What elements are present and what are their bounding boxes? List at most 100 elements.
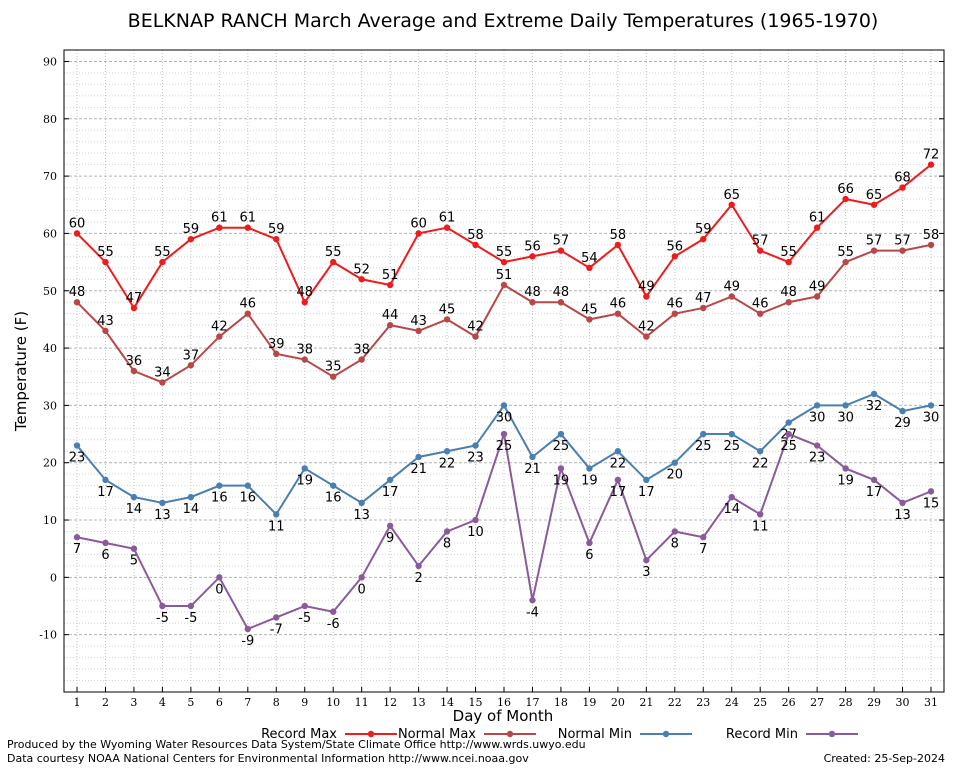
x-tick-label: 12	[383, 696, 397, 709]
data-point	[785, 258, 792, 266]
grid	[64, 50, 944, 692]
legend-swatch-marker	[828, 730, 836, 738]
x-tick-label: 15	[469, 696, 483, 709]
data-point	[159, 499, 166, 507]
x-axis-label: Day of Month	[453, 707, 554, 725]
y-axis-label: Temperature (F)	[12, 311, 30, 432]
data-point	[273, 511, 280, 518]
data-point	[187, 493, 195, 501]
y-tick-label: 20	[43, 457, 57, 470]
x-tick-label: 18	[554, 696, 568, 709]
data-label: 57	[553, 234, 570, 249]
data-point	[899, 247, 906, 254]
data-point	[899, 184, 906, 191]
data-point	[159, 379, 166, 386]
chart-title: BELKNAP RANCH March Average and Extreme …	[128, 10, 879, 32]
data-point	[671, 528, 678, 535]
data-point	[842, 465, 849, 472]
data-point	[529, 453, 536, 461]
x-tick-label: 7	[244, 696, 251, 709]
data-point	[643, 556, 650, 564]
data-label: 58	[610, 228, 627, 243]
data-label: 11	[268, 519, 285, 534]
x-tick-label: 25	[753, 696, 767, 709]
x-tick-label: 8	[273, 696, 280, 709]
data-point	[73, 230, 81, 237]
legend-item: Normal Min	[558, 727, 692, 742]
data-point	[927, 161, 935, 168]
data-label: 47	[126, 291, 143, 306]
data-label: -5	[156, 611, 169, 626]
data-label: 46	[752, 297, 769, 312]
data-label: 17	[382, 485, 399, 500]
data-label: 19	[296, 473, 313, 488]
data-label: 51	[382, 268, 399, 283]
data-point	[472, 516, 479, 524]
data-label: 5	[130, 554, 138, 569]
data-point	[273, 235, 280, 243]
data-point	[472, 333, 479, 340]
x-axis: 1 2 3 4 5 6 7 8 9 10 11 12 13 14 15 16 17 18 19 20 21 22 23 24 2…	[74, 687, 938, 709]
data-label: 21	[410, 462, 427, 477]
data-point	[785, 419, 792, 426]
data-label: 38	[296, 343, 313, 358]
data-point	[301, 356, 308, 363]
data-label: 49	[638, 279, 655, 294]
x-tick-label: 4	[159, 696, 166, 709]
data-point	[500, 281, 508, 289]
data-label: 46	[240, 297, 257, 312]
data-label: 48	[296, 285, 313, 300]
data-point	[102, 327, 109, 335]
data-point	[785, 299, 792, 306]
data-label: 34	[154, 365, 171, 380]
data-label: 47	[695, 291, 712, 306]
data-label: 6	[585, 548, 593, 563]
series-record-max: 60 55 47 55 59 61 61 59 48 55 52 51 60 61 58 55 56 57 54 58…	[69, 148, 940, 312]
data-point	[586, 316, 593, 323]
data-label: 14	[723, 502, 740, 517]
data-label: 19	[837, 473, 854, 488]
data-point	[130, 545, 138, 552]
data-label: 72	[923, 148, 940, 163]
x-tick-label: 27	[810, 696, 824, 709]
data-point	[813, 293, 821, 300]
data-point	[216, 224, 223, 231]
data-point	[330, 258, 337, 266]
data-label: 20	[667, 468, 684, 483]
data-point	[813, 224, 821, 231]
data-label: 23	[69, 451, 86, 466]
data-point	[557, 299, 565, 306]
data-label: 39	[268, 337, 285, 352]
data-label: 42	[638, 320, 655, 335]
y-tick-label: 60	[43, 227, 57, 240]
data-point	[500, 402, 508, 409]
data-point	[301, 299, 308, 306]
data-point	[757, 310, 764, 317]
data-point	[643, 476, 650, 484]
data-point	[529, 253, 536, 260]
data-label: 60	[410, 216, 427, 231]
data-point	[358, 574, 365, 581]
data-point	[330, 482, 337, 489]
data-label: 52	[353, 262, 370, 277]
data-point	[187, 235, 195, 243]
data-point	[870, 476, 878, 484]
y-tick-label: 40	[43, 342, 57, 355]
y-tick-label: 30	[43, 399, 57, 412]
data-label: 45	[581, 302, 598, 317]
series-record-min: 7 6 5 -5 -5 0 -9 -7 -5 -6 0 9 2 8 10 25 -4 19 6 17 3 8 7 14 11 25…	[73, 430, 939, 649]
data-label: 0	[215, 582, 223, 597]
data-label: 25	[780, 439, 797, 454]
x-tick-label: 23	[696, 696, 710, 709]
data-point	[700, 304, 707, 312]
data-point	[614, 476, 622, 484]
x-tick-label: 13	[412, 696, 426, 709]
data-label: 59	[183, 222, 200, 237]
data-label: 22	[439, 456, 456, 471]
data-label: 55	[837, 245, 854, 260]
data-point	[244, 224, 251, 231]
y-tick-label: 70	[43, 170, 57, 183]
data-label: 8	[443, 537, 451, 552]
data-point	[130, 304, 138, 312]
